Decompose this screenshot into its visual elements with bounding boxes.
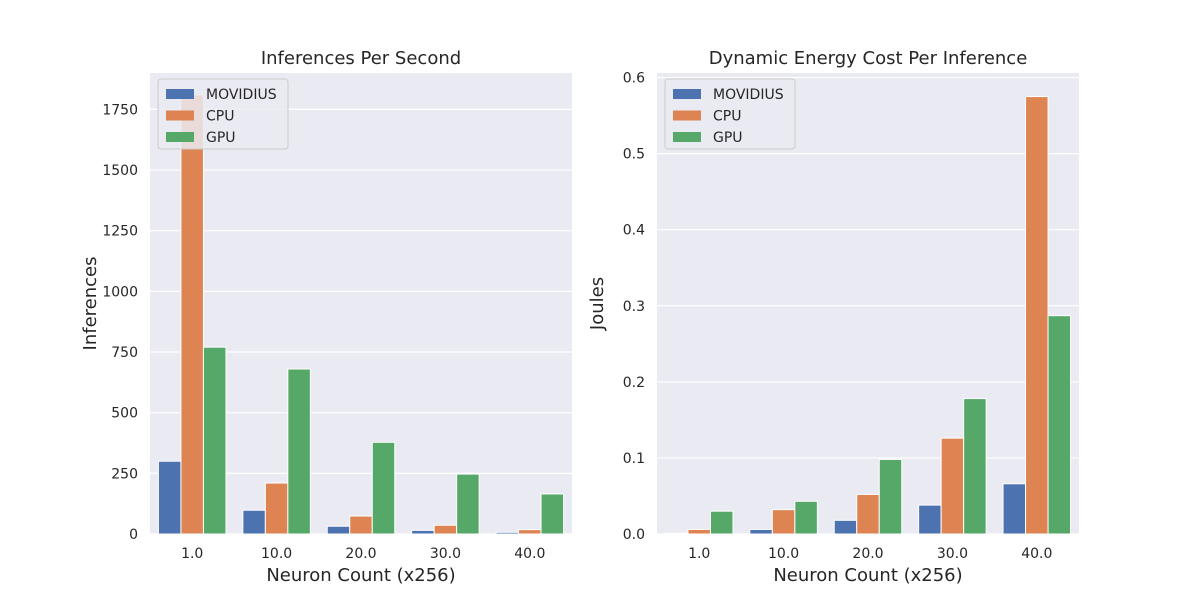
legend-swatch-gpu [673, 132, 701, 142]
y-tick-label: 0.0 [623, 527, 645, 543]
bar-movidius-30.0 [918, 504, 942, 535]
legend-swatch-cpu [166, 110, 194, 121]
y-tick-label: 0 [129, 527, 138, 543]
y-tick-label: 0.3 [623, 299, 645, 315]
bar-cpu-1.0 [687, 528, 711, 535]
chart-title: Dynamic Energy Cost Per Inference [709, 48, 1028, 69]
legend-swatch-cpu [673, 110, 701, 121]
bar-cpu-40.0 [1025, 96, 1049, 535]
x-tick-label: 30.0 [430, 546, 461, 562]
legend-label-gpu: GPU [713, 130, 743, 146]
bar-gpu-1.0 [202, 346, 227, 535]
legend-label-cpu: CPU [713, 109, 741, 125]
chart-title: Inferences Per Second [261, 48, 461, 69]
legend-label-cpu: CPU [206, 109, 234, 125]
bar-cpu-20.0 [856, 493, 880, 535]
bar-cpu-20.0 [349, 515, 373, 535]
bar-gpu-30.0 [963, 398, 987, 535]
bar-movidius-10.0 [749, 528, 773, 535]
y-tick-label: 250 [111, 466, 138, 482]
x-tick-label: 10.0 [261, 546, 292, 562]
y-tick-label: 1250 [102, 224, 138, 240]
chart-dynamic-energy-cost: 0.0 0.1 0.2 0.3 0.4 0.5 0.6 1.0 10.0 20.0 30.0 40.0… [587, 48, 1079, 586]
bar-cpu-10.0 [771, 509, 796, 535]
bar-movidius-1.0 [157, 460, 182, 535]
x-tick-label: 30.0 [937, 546, 968, 562]
bar-cpu-30.0 [940, 437, 965, 535]
bar-gpu-1.0 [709, 510, 734, 535]
bar-gpu-20.0 [371, 441, 396, 535]
bar-gpu-30.0 [456, 473, 480, 535]
y-tick-label: 1500 [102, 163, 138, 179]
bar-cpu-40.0 [518, 529, 542, 535]
legend-label-gpu: GPU [206, 130, 236, 146]
bar-movidius-1.0 [664, 532, 689, 535]
bar-gpu-20.0 [878, 458, 903, 535]
bar-movidius-40.0 [1002, 483, 1027, 535]
bar-movidius-10.0 [242, 509, 266, 535]
y-tick-label: 0.6 [623, 71, 645, 87]
legend-swatch-movidius [166, 89, 194, 99]
legend-swatch-gpu [166, 132, 194, 142]
y-axis-title: Inferences [80, 257, 101, 351]
bar-movidius-30.0 [411, 529, 435, 535]
bar-movidius-20.0 [326, 525, 351, 535]
bar-movidius-40.0 [495, 531, 520, 535]
bar-gpu-40.0 [1047, 315, 1072, 535]
bar-cpu-10.0 [264, 482, 289, 535]
y-tick-label: 1000 [102, 284, 138, 300]
bar-cpu-30.0 [433, 524, 458, 535]
bar-movidius-20.0 [833, 519, 858, 535]
x-tick-label: 40.0 [514, 546, 545, 562]
y-tick-label: 0.5 [623, 147, 645, 163]
plot-background [657, 73, 1079, 534]
x-tick-label: 20.0 [852, 546, 883, 562]
y-tick-label: 750 [111, 345, 138, 361]
x-tick-label: 20.0 [345, 546, 376, 562]
legend-label-movidius: MOVIDIUS [713, 87, 784, 103]
x-tick-label: 10.0 [768, 546, 799, 562]
y-tick-label: 500 [111, 406, 138, 422]
y-tick-label: 0.1 [623, 451, 645, 467]
y-axis-title: Joules [587, 277, 608, 331]
bar-cpu-1.0 [180, 94, 204, 535]
y-tick-label: 0.2 [623, 375, 645, 391]
bar-gpu-40.0 [540, 493, 565, 535]
legend-label-movidius: MOVIDIUS [206, 87, 277, 103]
x-axis-title: Neuron Count (x256) [773, 565, 962, 586]
x-tick-label: 40.0 [1021, 546, 1052, 562]
x-axis-title: Neuron Count (x256) [266, 565, 455, 586]
bar-gpu-10.0 [287, 368, 311, 535]
y-tick-label: 0.4 [623, 223, 645, 239]
legend-swatch-movidius [673, 89, 701, 99]
chart-inferences-per-second: 0 250 500 750 1000 1250 1500 1750 1.0 10.0 20.0 30.… [80, 48, 572, 586]
y-tick-label: 1750 [102, 102, 138, 118]
bar-gpu-10.0 [794, 500, 818, 535]
x-tick-label: 1.0 [181, 546, 203, 562]
x-tick-label: 1.0 [688, 546, 710, 562]
